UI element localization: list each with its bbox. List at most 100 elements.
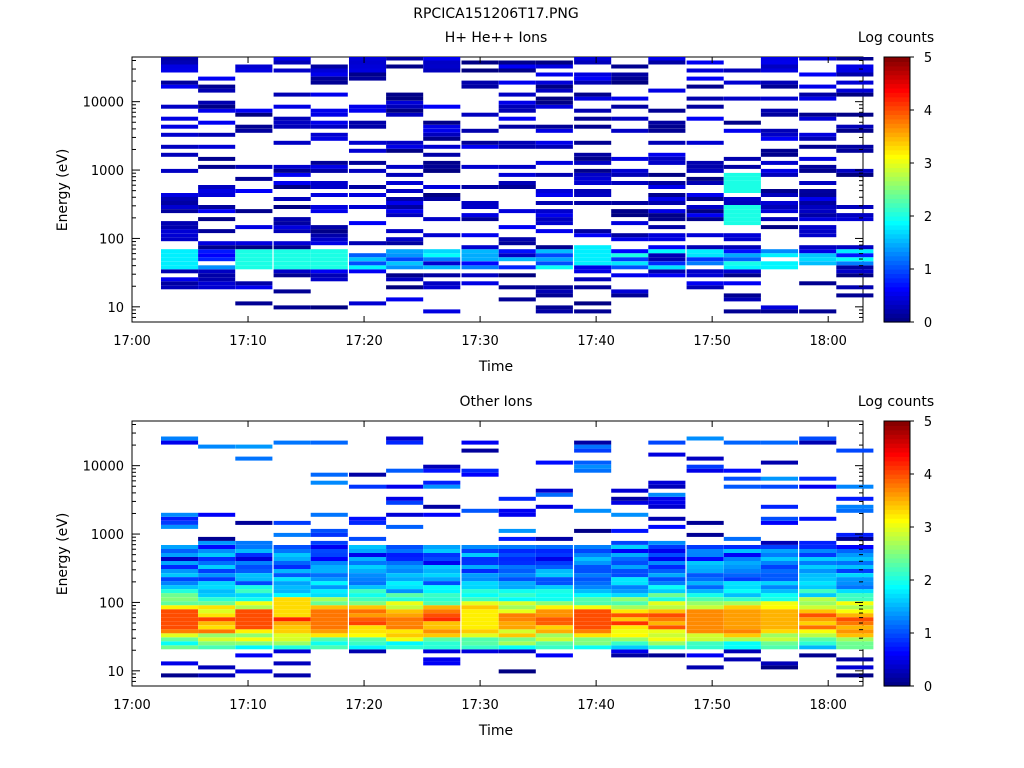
- heatmap-cell: [423, 621, 461, 626]
- heatmap-cell: [723, 68, 761, 73]
- heatmap-cell: [349, 553, 387, 557]
- heatmap-cell: [310, 565, 348, 569]
- heatmap-cell: [273, 617, 311, 622]
- heatmap-cell: [648, 629, 686, 634]
- heatmap-cell: [574, 585, 612, 590]
- heatmap-cell: [235, 637, 273, 642]
- heatmap-cell: [423, 569, 461, 573]
- heatmap-cell: [386, 613, 424, 618]
- heatmap-cell: [198, 88, 236, 93]
- heatmap-cell: [349, 569, 387, 573]
- heatmap-cell: [461, 609, 499, 614]
- heatmap-cell: [611, 72, 649, 77]
- heatmap-cell: [349, 585, 387, 590]
- heatmap-cell: [386, 565, 424, 569]
- heatmap-cell: [423, 168, 461, 173]
- heatmap-cell: [535, 629, 573, 634]
- heatmap-cell: [760, 132, 798, 137]
- heatmap-cell: [461, 561, 499, 565]
- heatmap-cell: [310, 528, 348, 533]
- heatmap-cell: [611, 625, 649, 630]
- colorbar-segment: [884, 154, 910, 160]
- heatmap-cell: [648, 557, 686, 561]
- heatmap-cell: [574, 301, 612, 306]
- heatmap-cell: [535, 249, 573, 254]
- heatmap-cell: [836, 573, 874, 578]
- heatmap-cell: [760, 209, 798, 214]
- heatmap-cell: [423, 160, 461, 165]
- heatmap-cell: [574, 629, 612, 634]
- heatmap-cell: [686, 140, 724, 145]
- heatmap-cell: [349, 581, 387, 586]
- heatmap-cell: [535, 140, 573, 145]
- heatmap-cell: [349, 261, 387, 266]
- colorbar-tick-label: 2: [924, 574, 932, 589]
- heatmap-cell: [235, 601, 273, 606]
- heatmap-cell: [686, 641, 724, 646]
- heatmap-cell: [686, 633, 724, 638]
- colorbar-segment: [884, 140, 910, 146]
- heatmap-cell: [574, 261, 612, 266]
- heatmap-cell: [235, 164, 273, 169]
- heatmap-cell: [535, 492, 573, 497]
- heatmap-cell: [498, 589, 536, 594]
- heatmap-cell: [686, 613, 724, 618]
- heatmap-cell: [611, 128, 649, 133]
- heatmap-cell: [310, 512, 348, 517]
- heatmap-cell: [198, 249, 236, 254]
- heatmap-cell: [461, 440, 499, 445]
- heatmap-cell: [235, 597, 273, 602]
- heatmap-cell: [423, 609, 461, 614]
- heatmap-cell: [611, 116, 649, 121]
- heatmap-cell: [799, 540, 837, 545]
- heatmap-cell: [723, 209, 761, 214]
- heatmap-cell: [723, 585, 761, 590]
- heatmap-cell: [574, 57, 612, 61]
- heatmap-cell: [535, 305, 573, 310]
- heatmap-cell: [198, 273, 236, 278]
- heatmap-cell: [760, 440, 798, 445]
- heatmap-cell: [461, 261, 499, 266]
- heatmap-cell: [273, 120, 311, 125]
- heatmap-cell: [648, 641, 686, 646]
- heatmap-cell: [161, 601, 199, 606]
- heatmap-cell: [310, 613, 348, 618]
- heatmap-cell: [423, 577, 461, 582]
- heatmap-cell: [836, 605, 874, 610]
- heatmap-cell: [386, 468, 424, 473]
- heatmap-cell: [574, 152, 612, 157]
- heatmap-cell: [235, 257, 273, 262]
- x-tick-label: 17:40: [577, 334, 614, 349]
- heatmap-cell: [535, 536, 573, 541]
- colorbar-segment: [884, 70, 910, 76]
- heatmap-cell: [723, 293, 761, 298]
- heatmap-cell: [461, 569, 499, 573]
- heatmap-cell: [273, 164, 311, 169]
- heatmap-cell: [723, 237, 761, 242]
- heatmap-cell: [535, 144, 573, 149]
- colorbar-segment: [884, 79, 910, 85]
- heatmap-cell: [423, 253, 461, 258]
- heatmap-cell: [198, 593, 236, 598]
- colorbar-segment: [884, 145, 910, 151]
- heatmap-cell: [648, 504, 686, 509]
- heatmap-cell: [161, 637, 199, 642]
- heatmap-cell: [799, 57, 837, 61]
- heatmap-cell: [648, 645, 686, 650]
- heatmap-cell: [836, 168, 874, 173]
- heatmap-cell: [611, 181, 649, 185]
- heatmap-cell: [461, 164, 499, 169]
- heatmap-cell: [423, 641, 461, 646]
- heatmap-cell: [799, 164, 837, 169]
- heatmap-cell: [386, 621, 424, 626]
- heatmap-cell: [535, 605, 573, 610]
- heatmap-cell: [498, 164, 536, 169]
- heatmap-cell: [498, 104, 536, 109]
- heatmap-cell: [574, 277, 612, 282]
- heatmap-cell: [723, 164, 761, 169]
- heatmap-cell: [723, 601, 761, 606]
- colorbar-segment: [884, 421, 910, 426]
- colorbar-segment: [884, 114, 910, 120]
- colorbar-segment: [884, 668, 910, 674]
- heatmap-cell: [648, 581, 686, 586]
